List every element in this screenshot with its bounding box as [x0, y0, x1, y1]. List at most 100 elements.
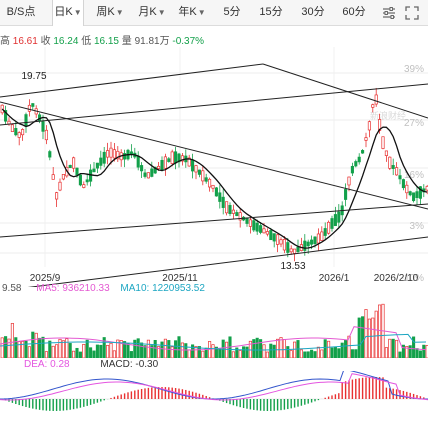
volume-bar — [119, 340, 123, 358]
volume-bar — [238, 350, 242, 358]
candle — [401, 179, 405, 189]
candle — [44, 129, 48, 141]
macd-bar — [368, 377, 371, 399]
tab-bs-points[interactable]: B/S点 — [0, 0, 42, 25]
candle — [310, 239, 314, 245]
volume-bar — [293, 341, 297, 358]
tab-15min[interactable]: 15分 — [255, 0, 287, 25]
candle — [208, 178, 212, 188]
candle — [395, 167, 399, 176]
volume-bar — [61, 340, 65, 358]
tab-label: 5分 — [223, 6, 241, 18]
candle — [245, 217, 249, 224]
macd-bar — [72, 399, 75, 410]
volume-bar — [242, 346, 246, 358]
candle — [218, 192, 222, 202]
volume-bar — [140, 342, 144, 358]
macd-bar — [256, 399, 258, 411]
candle — [316, 233, 320, 244]
candle — [78, 174, 82, 186]
candle — [58, 181, 62, 191]
tab-weekly-k[interactable]: 周K▼ — [94, 0, 126, 25]
macd-bar — [266, 399, 269, 411]
macd-bar — [205, 395, 207, 399]
volume-bar — [401, 344, 405, 358]
macd-bar — [402, 390, 405, 399]
date-axis-labels: 2025/9 2025/11 2026/1 2026/2/10 — [30, 273, 419, 284]
tab-5min[interactable]: 5分 — [218, 0, 246, 25]
volume-chart[interactable] — [0, 296, 428, 358]
volume-bar — [44, 351, 48, 358]
high-mark-label: 19.75 — [21, 71, 46, 82]
candle — [123, 153, 127, 160]
volume-bar — [405, 346, 409, 358]
volume-bar — [112, 350, 116, 358]
macd-value: MACD: -0.30 — [100, 359, 159, 370]
candle — [405, 184, 409, 194]
dif-line — [0, 371, 428, 400]
volume-bar — [21, 341, 25, 358]
volume-bar — [313, 351, 317, 358]
candle — [197, 169, 201, 175]
volume-legend: 9.58 MA5: 936210.33 MA10: 1220953.52 — [2, 283, 205, 294]
macd-bar — [83, 399, 85, 407]
tab-monthly-k[interactable]: 月K▼ — [136, 0, 168, 25]
candle — [211, 184, 215, 189]
macd-bar — [18, 399, 20, 406]
macd-bar — [32, 399, 34, 409]
volume-bar — [330, 347, 334, 358]
date-label: 2026/1 — [319, 273, 350, 284]
macd-bar — [164, 387, 167, 399]
tab-30min[interactable]: 30分 — [297, 0, 329, 25]
volume-bar — [303, 351, 307, 358]
candle — [313, 236, 317, 245]
macd-bar — [334, 394, 337, 399]
candle — [214, 187, 218, 197]
macd-bar — [208, 397, 211, 399]
candle — [191, 159, 195, 172]
volume-bar — [350, 349, 354, 358]
low-value: 16.15 — [93, 36, 119, 47]
close-label: 收 — [40, 36, 51, 47]
volume-bar — [55, 344, 59, 358]
macd-bar — [283, 399, 286, 410]
volume-bar — [99, 344, 103, 358]
candle — [228, 205, 232, 215]
candle — [269, 230, 273, 241]
macd-bar — [11, 399, 14, 403]
fullscreen-icon[interactable] — [404, 5, 420, 21]
macd-bar — [38, 399, 41, 410]
candle — [357, 156, 361, 163]
candle — [279, 239, 283, 245]
candlestick-chart[interactable]: 新浪财经 39% 27% 16% 3% -10% 19.75 13.53 202… — [0, 47, 428, 287]
tab-60min[interactable]: 60分 — [338, 0, 370, 25]
macd-bar — [96, 399, 99, 403]
candle — [10, 124, 14, 132]
candle — [24, 114, 28, 127]
macd-bar — [280, 399, 282, 411]
macd-bar — [59, 399, 61, 411]
volume-bar — [34, 332, 38, 358]
tab-daily-k[interactable]: 日K▼ — [52, 0, 84, 26]
candle — [412, 192, 416, 202]
macd-bar — [21, 399, 24, 407]
volume-bar — [282, 338, 286, 358]
sliders-icon[interactable] — [381, 5, 397, 21]
macd-chart[interactable] — [0, 371, 428, 423]
candle — [21, 129, 25, 136]
macd-bar — [191, 391, 194, 399]
candle — [361, 150, 365, 154]
candle — [167, 158, 171, 162]
volume-bar — [422, 344, 426, 358]
macd-bar — [324, 397, 326, 399]
tab-yearly-k[interactable]: 年K▼ — [176, 0, 208, 25]
candle — [116, 150, 120, 160]
candle — [371, 104, 375, 108]
macd-bar — [202, 394, 204, 399]
candle — [150, 168, 154, 177]
candle — [51, 174, 55, 180]
candles — [0, 87, 428, 262]
volume-bar — [102, 337, 106, 358]
candle — [286, 242, 290, 253]
macd-bar — [100, 399, 102, 402]
